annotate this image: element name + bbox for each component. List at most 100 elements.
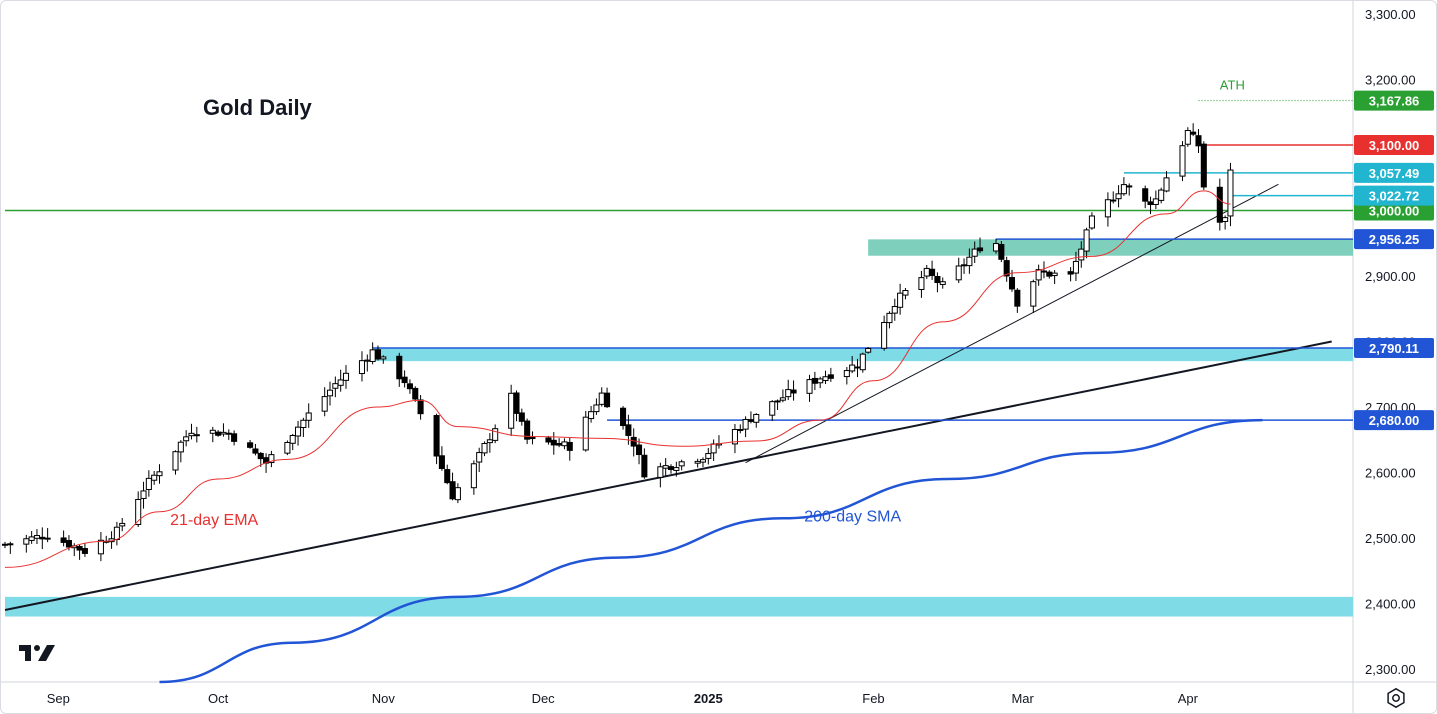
candle [699,459,707,463]
candle [156,471,163,477]
candle [1040,270,1048,273]
candle [966,256,973,267]
candle [705,453,712,459]
candle [1072,260,1079,274]
level-3022-tag: 3,022.72 [1354,185,1434,206]
candle [438,455,445,469]
y-tick-label: 2,400.00 [1365,596,1416,611]
candle [1083,229,1090,252]
candle [396,355,403,380]
level-3100-tag: 3,100.00 [1354,135,1434,156]
candle [753,413,760,423]
price-tag-bg [1354,229,1434,250]
y-tick-label: 2,600.00 [1365,465,1416,480]
candle [76,546,83,551]
price-tag-label: 2,680.00 [1369,413,1420,428]
candle [1195,135,1202,147]
candle [268,454,275,464]
ema-21-line [4,190,1231,568]
candle [779,397,786,401]
candle [518,412,525,422]
zone-2400 [5,596,1353,617]
price-tag-label: 3,022.72 [1369,189,1420,204]
candle [476,452,483,463]
level-ath-tag: 3,167.86 [1354,90,1434,111]
ath-label: ATH [1220,77,1245,92]
candle [284,442,291,454]
candle [737,429,744,432]
candle [33,535,40,539]
candle [902,290,909,296]
candle [774,400,781,403]
candle [582,416,589,451]
candle [449,481,456,500]
candle [811,377,818,384]
candle [289,435,296,444]
candle [1078,248,1085,261]
candle [817,378,824,384]
candle [731,428,738,445]
candle [1126,185,1133,188]
candle [140,490,147,499]
candle [433,415,440,457]
candle [971,248,978,257]
price-tag-bg [1354,410,1434,431]
candle [1014,289,1021,307]
y-tick-label: 3,200.00 [1365,73,1416,88]
candle [625,424,632,436]
candle [1184,130,1191,145]
candle [934,275,941,284]
candle [1008,277,1016,290]
candle [225,432,232,435]
candle [369,349,376,362]
candle [492,428,499,441]
candle [1003,260,1010,277]
candle [886,312,893,324]
candles-group [1,123,1234,562]
candle [412,387,419,400]
candle [1120,184,1127,195]
candle [865,348,872,353]
candle [321,396,328,412]
candle [1227,169,1234,217]
level-2956-tag: 2,956.25 [1354,229,1434,250]
candle [955,265,962,281]
level-2680-tag: 2,680.00 [1354,410,1434,431]
candle [342,372,350,381]
candle [183,436,190,442]
settings-gear-icon[interactable] [1385,687,1407,709]
candle [1190,131,1197,135]
candle [657,466,664,478]
ema-label: 21-day EMA [170,512,258,529]
candle [929,268,936,277]
x-tick-label: 2025 [694,691,723,706]
price-tag-label: 3,057.49 [1369,166,1420,181]
candle [620,407,627,427]
candle [561,441,568,447]
candle [1200,143,1207,188]
y-tick-label: 2,500.00 [1365,531,1416,546]
candle [252,448,259,454]
candle [358,360,366,375]
long-term-trendline [4,340,1332,611]
candle [513,392,520,414]
candle [337,379,344,386]
candle [827,374,834,379]
price-tag-bg [1354,185,1434,206]
candle [822,376,829,382]
candle [545,437,552,443]
candle [593,404,600,413]
candle [1035,269,1042,281]
candle [998,244,1005,260]
candle [65,540,72,548]
candle [374,349,381,360]
candle [1067,271,1074,275]
candle [113,526,120,541]
candle [678,461,685,467]
y-tick-label: 2,300.00 [1365,662,1416,677]
candle [119,522,126,527]
candle [364,359,371,362]
candle [843,370,850,378]
chart-title: Gold Daily [203,95,312,120]
